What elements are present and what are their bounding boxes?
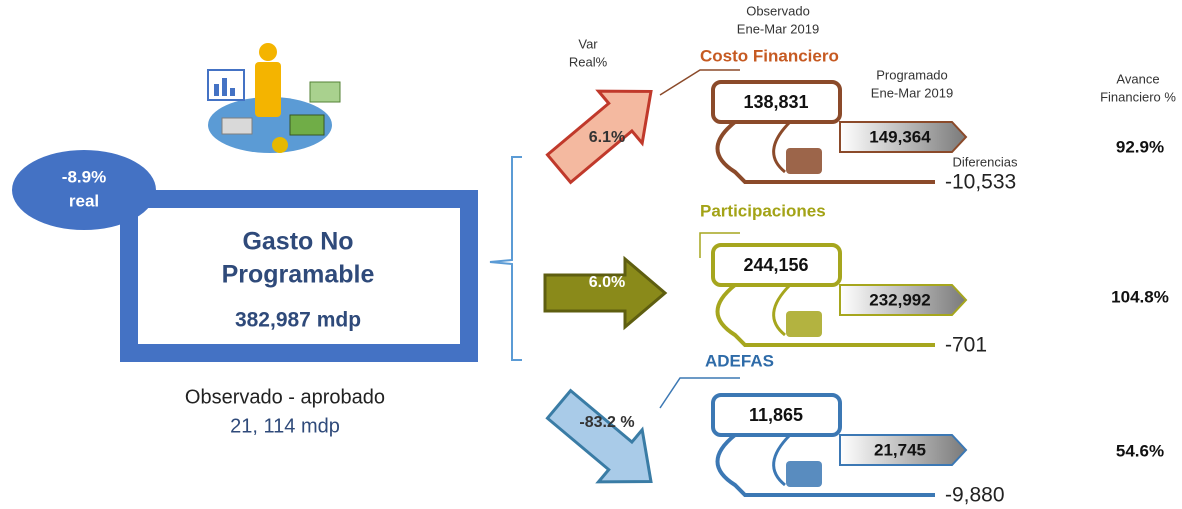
infographic: -8.9% real Gasto No Programable 382,987 … [0,0,1182,509]
advance-value: 92.9% [1116,137,1164,156]
item-name: Costo Financiero [700,46,839,65]
main-title: Programable [222,261,375,289]
difference-value: -9,880 [945,484,1005,507]
main-amount: 382,987 mdp [235,309,361,332]
icon [786,311,822,337]
differences-label: Diferencias [952,154,1018,169]
advance-value: 104.8% [1111,287,1169,306]
programmed-value: 232,992 [869,290,930,309]
var-value: 6.1% [589,129,625,146]
programmed-label: Programado [876,67,948,82]
var-value: -83.2 % [579,414,634,431]
programmed-value: 149,364 [869,127,931,146]
item-name: ADEFAS [705,351,774,370]
var-arrow [545,259,665,327]
observed-value: 244,156 [743,255,808,275]
var-label: Real% [569,54,608,69]
programmed-label: Ene-Mar 2019 [871,85,953,100]
icon [786,148,822,174]
advance-label: Financiero % [1100,89,1176,104]
icon [786,461,822,487]
item-name: Participaciones [700,201,826,220]
var-arrow [537,378,673,507]
badge-value: -8.9% [62,167,106,186]
observed-label: Ene-Mar 2019 [737,21,819,36]
advance-label: Avance [1116,71,1159,86]
note: Observado - aprobado [185,386,385,408]
difference-value: -701 [945,334,987,357]
finance-icon [208,43,340,153]
bracket [490,157,522,360]
main-title: Gasto No [242,228,353,256]
observed-value: 138,831 [743,92,808,112]
badge [12,150,156,230]
observed-value: 11,865 [749,405,803,425]
var-label: Var [578,36,598,51]
note-value: 21, 114 mdp [230,415,340,437]
var-value: 6.0% [589,274,625,291]
difference-value: -10,533 [945,171,1016,194]
programmed-value: 21,745 [874,440,926,459]
advance-value: 54.6% [1116,441,1164,460]
badge-label: real [69,191,99,210]
observed-label: Observado [746,3,810,18]
